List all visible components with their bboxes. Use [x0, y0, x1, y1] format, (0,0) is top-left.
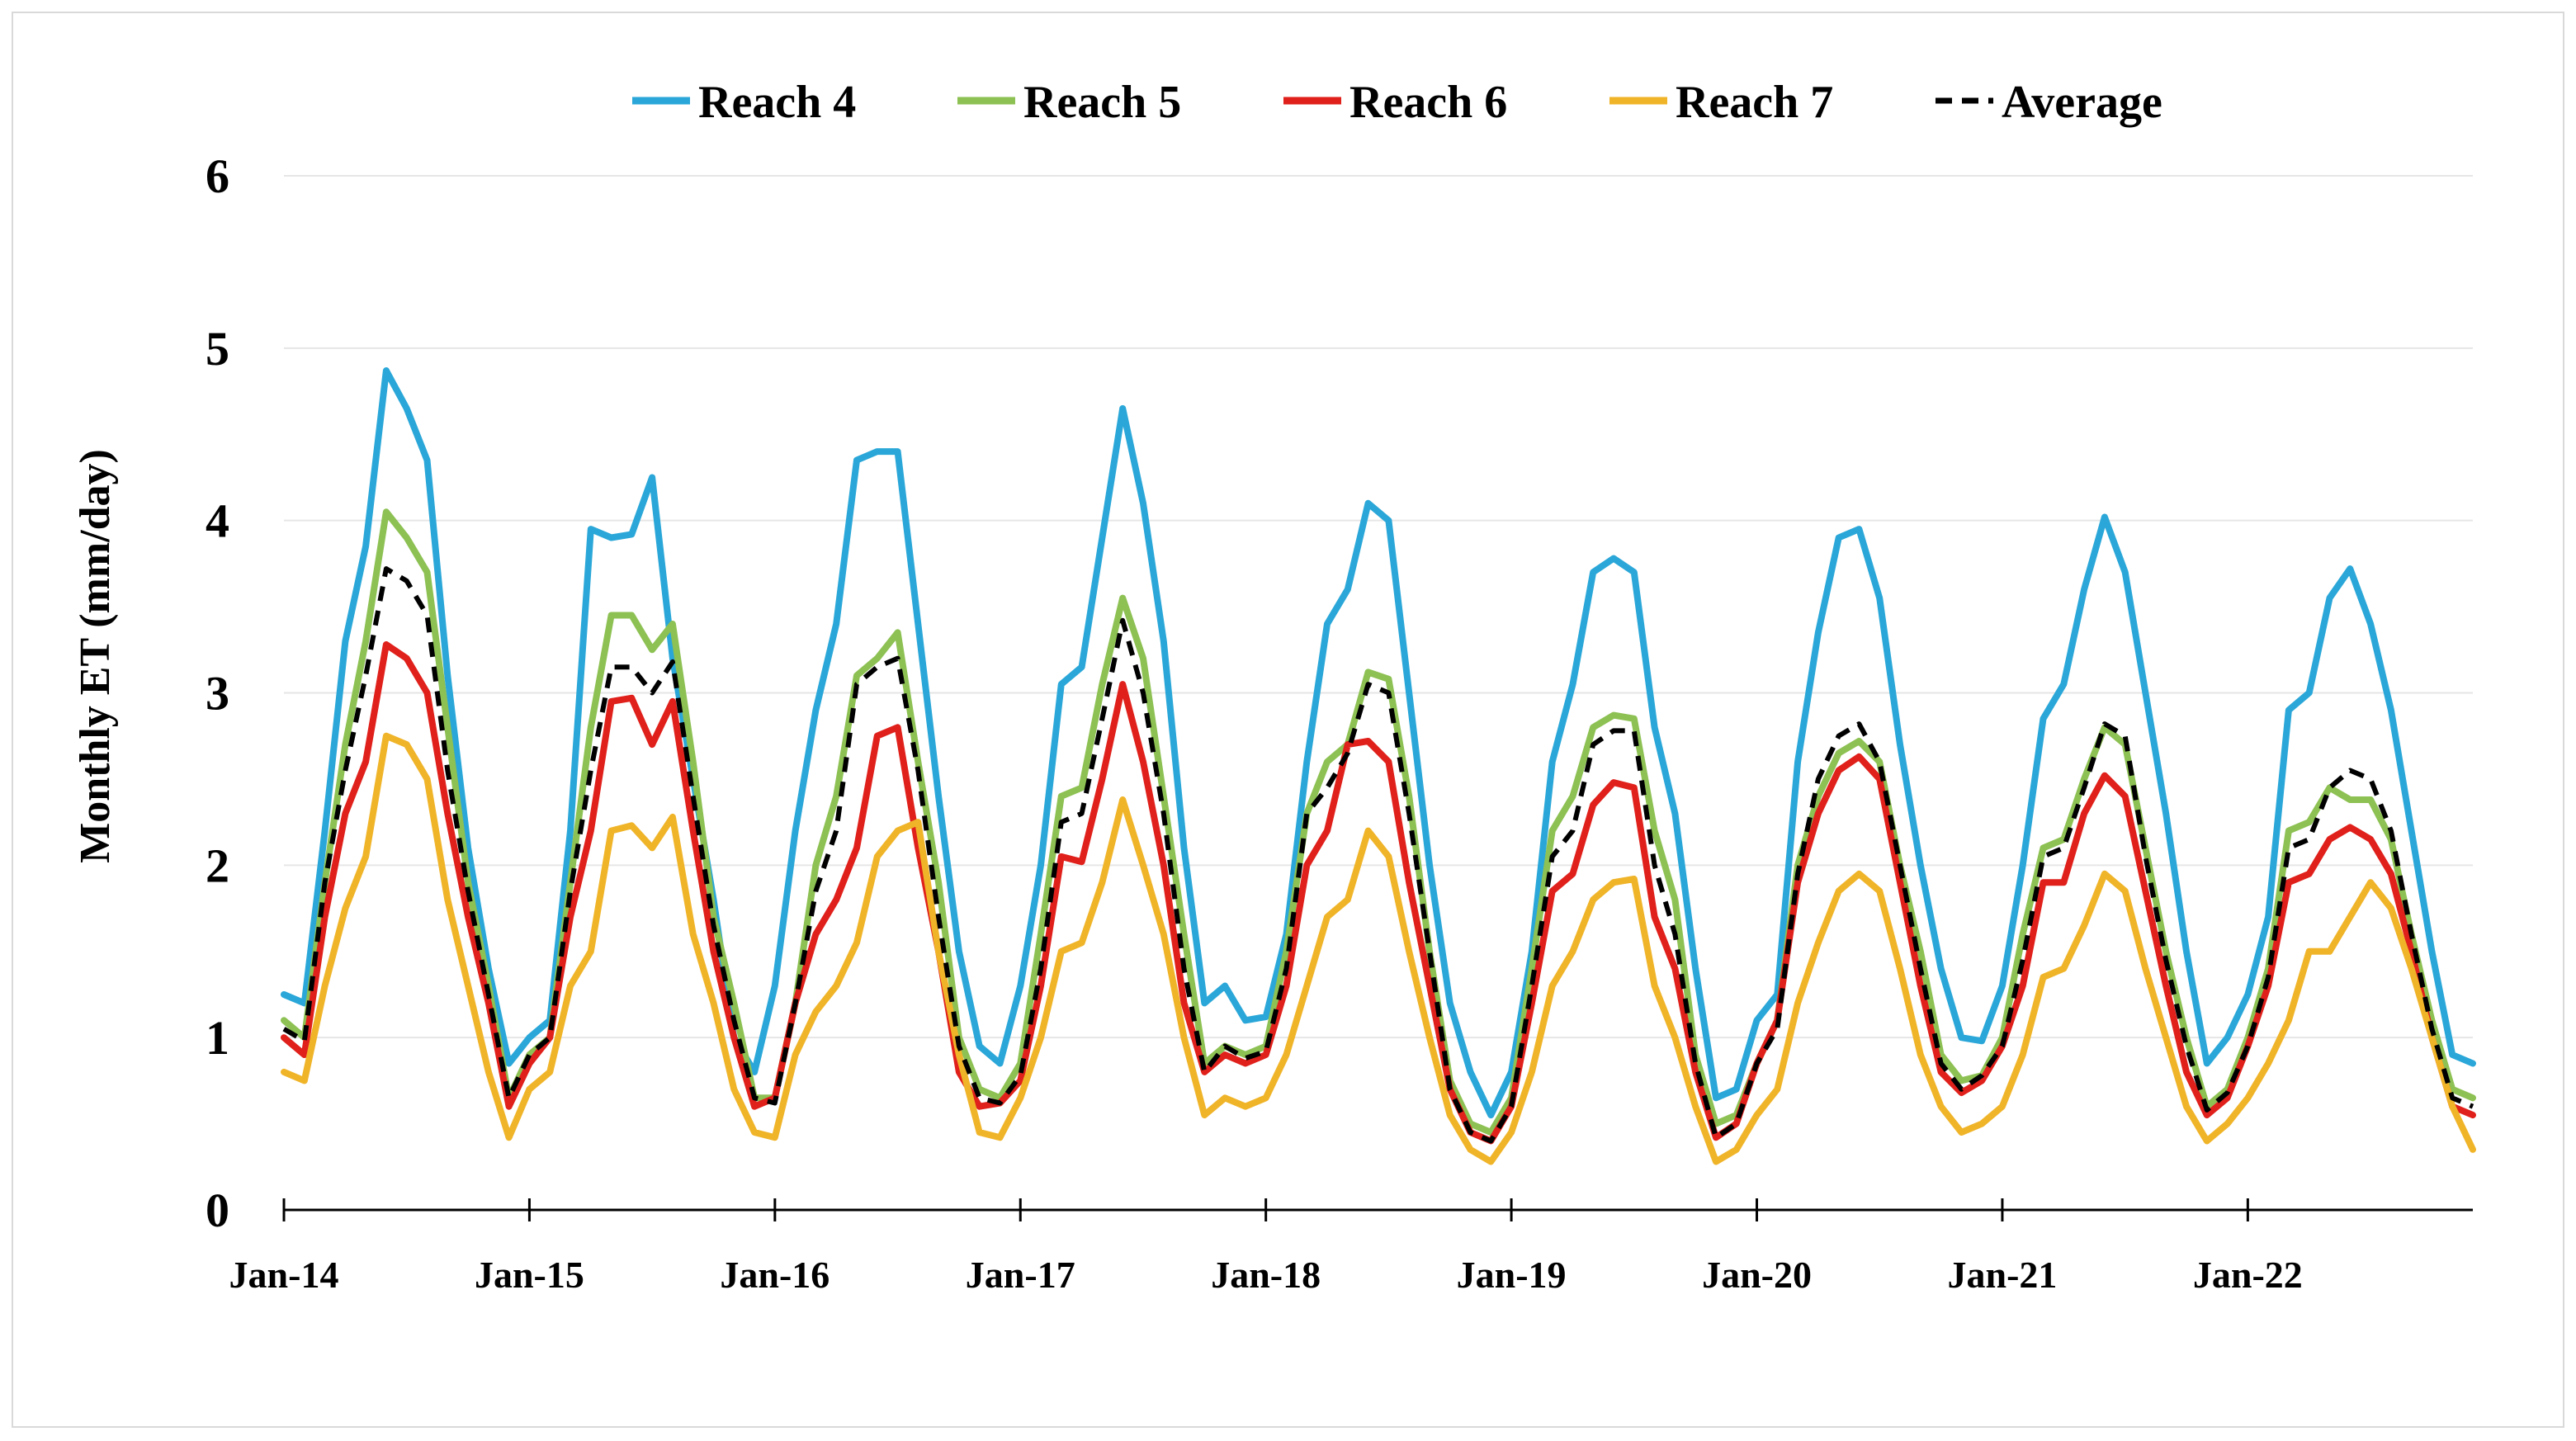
x-tick-label: Jan-22 [2193, 1254, 2303, 1296]
series-line-reach-5 [281, 508, 2476, 1136]
y-tick-label: 4 [206, 494, 229, 548]
legend-label: Reach 6 [1349, 77, 1507, 128]
x-tick-label: Jan-20 [1702, 1254, 1812, 1296]
series-lines [281, 367, 2476, 1165]
x-tick-label: Jan-15 [475, 1254, 584, 1296]
x-tick-label: Jan-17 [966, 1254, 1075, 1296]
series-line-reach-7 [281, 732, 2476, 1165]
chart-frame [12, 12, 2564, 1428]
y-tick-label: 3 [206, 667, 229, 720]
legend: Reach 4 Reach 5 Reach 6 Reach 7 Average [632, 77, 2162, 128]
y-tick-label: 1 [206, 1011, 229, 1065]
x-tick-label: Jan-16 [720, 1254, 830, 1296]
y-axis-title: Monthly ET (mm/day) [72, 449, 119, 863]
legend-label: Reach 7 [1676, 77, 1833, 128]
legend-label: Reach 5 [1023, 77, 1181, 128]
x-tick-label: Jan-14 [229, 1254, 339, 1296]
series-line-reach-6 [281, 641, 2476, 1145]
y-tick-label: 2 [206, 839, 229, 892]
axes: 0 1 2 3 4 5 6 Jan-14 Jan-15 Jan-16 Jan-17 Jan-18 Jan… [206, 149, 2473, 1296]
y-tick-label: 5 [206, 322, 229, 376]
x-tick-label: Jan-18 [1211, 1254, 1321, 1296]
y-tick-label: 6 [206, 149, 229, 203]
x-tick-label: Jan-19 [1457, 1254, 1567, 1296]
x-tick-label: Jan-21 [1947, 1254, 2057, 1296]
y-tick-label: 0 [206, 1184, 229, 1237]
gridlines [284, 175, 2473, 1039]
series-line-reach-4 [281, 367, 2476, 1119]
legend-label: Reach 4 [698, 77, 856, 128]
series-line-average [282, 566, 2474, 1144]
legend-label: Average [2002, 77, 2162, 128]
